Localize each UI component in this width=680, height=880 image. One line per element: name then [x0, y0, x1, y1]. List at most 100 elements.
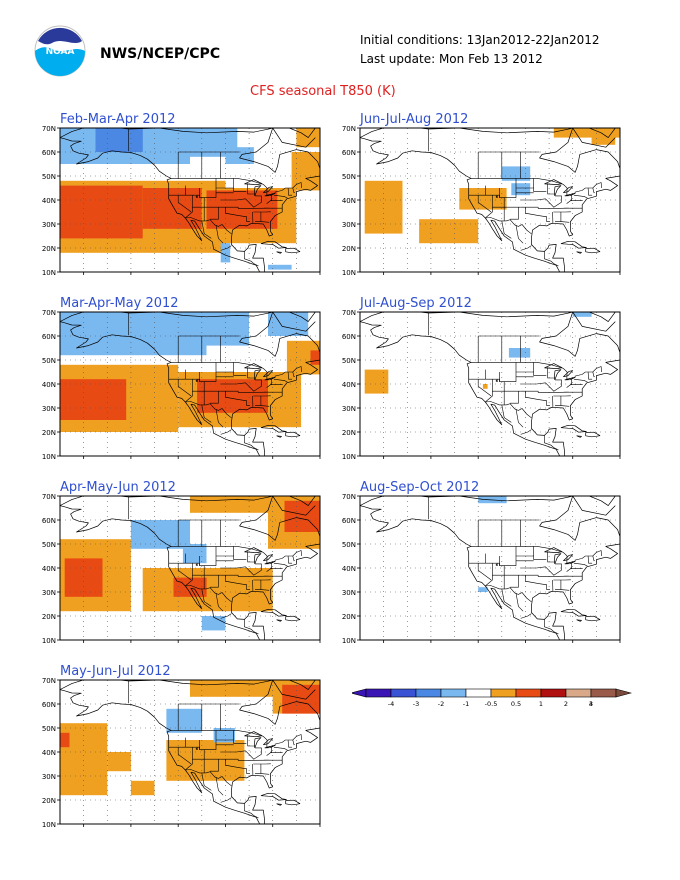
state-border — [592, 187, 595, 194]
anomaly-region — [225, 147, 254, 164]
anomaly-region — [511, 183, 531, 196]
state-border — [185, 217, 232, 235]
map-panel-apr-may-jun: 70N60N50N40N30N20N10N160W140W120W100W80W… — [42, 493, 321, 645]
lat-label: 70N — [42, 309, 56, 317]
state-border — [255, 563, 262, 571]
panel-title-p5: Apr-May-Jun 2012 — [60, 480, 176, 495]
coastline — [589, 496, 616, 506]
lat-label: 30N — [342, 589, 356, 597]
anomaly-region — [364, 369, 389, 394]
coastline — [289, 496, 316, 506]
state-border — [592, 555, 595, 562]
coastline — [91, 494, 108, 495]
coastline — [260, 240, 287, 249]
coastline — [585, 431, 601, 438]
coastline — [391, 310, 408, 311]
lake-outline — [195, 563, 198, 566]
state-border — [168, 362, 217, 382]
coastline — [585, 247, 601, 254]
state-border — [292, 739, 295, 746]
lat-label: 40N — [42, 197, 56, 205]
state-border — [525, 207, 539, 216]
state-border — [247, 551, 255, 563]
state-border — [536, 382, 546, 385]
state-border — [537, 575, 550, 577]
lat-label: 50N — [342, 541, 356, 549]
lake-outline — [495, 195, 498, 198]
state-border — [225, 391, 239, 400]
coastline — [285, 799, 301, 806]
figure-title: CFS seasonal T850 (K) — [250, 84, 396, 99]
state-border — [237, 391, 250, 393]
panel-title-p3: Mar-Apr-May 2012 — [60, 296, 179, 311]
lat-label: 10N — [342, 453, 356, 461]
panel-title-p6: Aug-Sep-Oct 2012 — [360, 480, 480, 495]
lat-label: 30N — [42, 773, 56, 781]
state-border — [501, 220, 512, 239]
state-border — [255, 195, 262, 203]
state-border — [177, 747, 192, 765]
state-border — [533, 178, 547, 192]
coastline — [272, 312, 316, 332]
lat-label: 60N — [342, 517, 356, 525]
lat-label: 40N — [342, 381, 356, 389]
lat-label: 20N — [42, 797, 56, 805]
anomaly-region — [310, 350, 320, 365]
colorbar-cap-high — [615, 688, 632, 698]
anomaly-region — [284, 500, 320, 532]
anomaly-region — [478, 496, 507, 504]
coastline — [289, 680, 316, 690]
state-border — [260, 405, 270, 407]
colorbar-label: 2 — [564, 700, 568, 708]
state-border — [477, 563, 492, 581]
lat-label: 10N — [42, 637, 56, 645]
state-border — [287, 187, 293, 196]
colorbar-label: -1 — [463, 700, 469, 708]
state-border — [471, 178, 602, 196]
lat-label: 40N — [42, 381, 56, 389]
state-border — [560, 589, 570, 591]
state-border — [525, 391, 539, 400]
anomaly-region — [60, 379, 127, 420]
state-border — [260, 589, 270, 591]
state-border — [220, 797, 232, 803]
lat-label: 40N — [42, 565, 56, 573]
state-border — [485, 217, 532, 235]
state-border — [237, 759, 250, 761]
state-border — [220, 429, 232, 435]
colorbar-cell — [465, 688, 492, 698]
lat-label: 10N — [42, 821, 56, 829]
state-border — [215, 776, 224, 796]
state-border — [560, 405, 570, 407]
state-border — [236, 382, 246, 385]
colorbar-label: -2 — [438, 700, 444, 708]
coastline — [289, 128, 316, 138]
state-border — [271, 379, 283, 385]
state-border — [266, 751, 272, 756]
coastline — [260, 792, 287, 801]
coastline — [272, 680, 316, 700]
anomaly-region — [478, 587, 488, 592]
state-border — [485, 195, 493, 219]
state-border — [238, 767, 250, 774]
coastline — [60, 496, 320, 640]
lat-label: 40N — [342, 197, 356, 205]
state-border — [185, 401, 232, 419]
coastline — [60, 312, 320, 456]
state-border — [477, 379, 492, 397]
anomaly-region — [60, 312, 207, 356]
lake-outline — [544, 179, 563, 185]
colorbar-cell — [565, 688, 592, 698]
state-border — [544, 435, 559, 451]
lake-outline — [553, 185, 562, 197]
state-border — [515, 224, 524, 244]
state-border — [247, 735, 255, 747]
state-border — [287, 739, 293, 748]
colorbar-label: 1 — [539, 700, 543, 708]
colorbar-cell — [440, 688, 467, 698]
lake-outline — [553, 369, 562, 381]
state-border — [171, 546, 302, 564]
state-border — [510, 207, 519, 220]
state-border — [555, 379, 562, 387]
coastline — [91, 310, 108, 311]
